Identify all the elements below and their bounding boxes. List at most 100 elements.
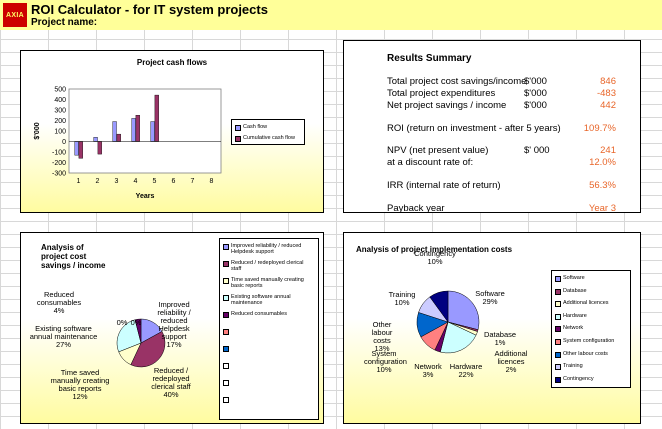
pie-slice-label: Reduced consumables 4% — [29, 291, 89, 315]
legend-item-cumulative: Cumulative cash flow — [235, 135, 295, 142]
legend-item: Existing software annual maintenance — [223, 294, 315, 306]
pie-slice-label: Software 29% — [470, 290, 510, 306]
bar — [116, 133, 121, 142]
legend-swatch — [223, 329, 229, 335]
legend-label: Hardware — [563, 312, 587, 319]
x-tick-label: 7 — [191, 178, 195, 185]
legend-label: Software — [563, 275, 585, 281]
summary-value: 846 — [600, 76, 616, 87]
summary-label: Payback year — [387, 203, 445, 214]
legend-swatch — [555, 301, 561, 308]
y-tick-label: 500 — [54, 87, 66, 94]
results-summary-panel[interactable]: Results Summary Total project cost savin… — [343, 40, 641, 214]
slice-name: Reduced / redeployed clerical staff — [151, 366, 191, 391]
slice-name: Reduced consumables — [36, 290, 82, 307]
summary-label: IRR (internal rate of return) — [387, 180, 501, 191]
legend-label: Network — [563, 325, 584, 332]
pie-slice — [134, 318, 142, 344]
y-tick-label: 100 — [54, 129, 66, 136]
legend-label: Existing software annual maintenance — [231, 294, 291, 306]
legend-item: Additional licences — [555, 300, 627, 308]
x-tick-label: 3 — [115, 178, 119, 185]
bar — [97, 141, 102, 155]
slice-percent: 4% — [53, 306, 65, 315]
pie-slice-label: System configuration 10% — [364, 349, 407, 374]
slice-name: Network — [414, 362, 442, 371]
implementation-costs-chart-panel[interactable]: Analysis of project implementation costs… — [343, 232, 641, 424]
summary-label: Total project cost savings/income — [387, 76, 527, 87]
summary-label: NPV (net present value) — [387, 145, 489, 156]
summary-label: Net project savings / income — [387, 100, 507, 111]
slice-percent: 1% — [494, 338, 506, 347]
pie-slice-label: Reduced / redeployed clerical staff 40% — [141, 367, 201, 399]
slice-name: Additional licences — [494, 349, 528, 366]
slice-name: System configuration — [364, 349, 407, 366]
results-summary-title: Results Summary — [387, 53, 472, 64]
cost-savings-chart-panel[interactable]: Analysis of project cost savings / incom… — [20, 232, 324, 424]
bar — [135, 115, 140, 142]
summary-unit: $'000 — [524, 100, 547, 111]
legend-item: Other labour costs — [555, 351, 627, 358]
bar — [93, 137, 98, 142]
x-tick-label: 2 — [96, 178, 100, 185]
slice-name: Other labour costs — [371, 320, 393, 345]
bar — [78, 141, 83, 159]
pie-slice — [130, 331, 166, 368]
cashflow-legend: Cash flow Cumulative cash flow — [231, 119, 305, 145]
summary-unit: $'000 — [524, 76, 547, 87]
legend-item — [223, 379, 315, 386]
y-tick-label: 400 — [54, 97, 66, 104]
summary-unit: $' 000 — [524, 145, 550, 156]
summary-value: -483 — [596, 88, 616, 99]
pie-slice-label: Additional licences 2% — [491, 350, 531, 374]
bar — [150, 121, 155, 142]
cost-savings-legend: Improved reliability / reduced Helpdesk … — [219, 238, 319, 420]
legend-item: Reduced consumables — [223, 311, 315, 318]
page-title: ROI Calculator - for IT system projects — [31, 2, 268, 17]
legend-item: Time saved manually creating basic repor… — [223, 277, 315, 289]
legend-item: Network — [555, 325, 627, 333]
y-tick-label: -200 — [52, 160, 66, 167]
legend-label: Reduced / redeployed clerical staff — [231, 260, 304, 272]
legend-item: System configuration — [555, 338, 627, 345]
slice-percent: 27% — [55, 340, 71, 349]
pie-slice-label: Training 10% — [382, 291, 422, 307]
axia-logo: AXIA — [3, 3, 27, 27]
slice-percent: 29% — [482, 297, 498, 306]
legend-swatch — [555, 326, 561, 333]
x-tick-label: 4 — [134, 178, 138, 185]
pie-slice-label: Time saved manually creating basic repor… — [45, 369, 115, 401]
slice-percent: 12% — [72, 392, 88, 401]
plot-area — [68, 88, 222, 174]
legend-swatch — [223, 244, 229, 250]
project-name-label[interactable]: Project name: — [31, 17, 98, 28]
pie-slice — [447, 290, 480, 331]
summary-value: Year 3 — [588, 203, 616, 214]
summary-label: Total project expenditures — [387, 88, 496, 99]
pie-slice — [116, 319, 142, 353]
slice-name: Time saved manually creating basic repor… — [50, 368, 110, 393]
summary-unit: $'000 — [524, 88, 547, 99]
y-tick-label: 200 — [54, 118, 66, 125]
slice-name: Improved reliability / reduced Helpdesk … — [157, 300, 191, 341]
legend-item: Improved reliability / reduced Helpdesk … — [223, 243, 315, 255]
legend-swatch — [223, 278, 229, 284]
pie-slice — [439, 321, 477, 354]
cashflow-bar-chart: 500 400 300 200 100 0 -100 -200 -300 1 2 3 4 5 6 7 8 Year… — [34, 87, 222, 200]
summary-label: at a discount rate of: — [387, 157, 474, 168]
cashflow-chart-panel[interactable]: Project cash flows 500 400 300 200 100 0 -100 -… — [20, 50, 324, 213]
legend-label: Database — [563, 287, 587, 294]
legend-label: Cumulative cash flow — [243, 135, 295, 141]
y-tick-label: 0 — [62, 139, 66, 146]
slice-percent: 3% — [422, 370, 434, 379]
pie-slice — [429, 290, 449, 323]
bar — [154, 94, 159, 142]
slice-percent: 2% — [505, 365, 517, 374]
legend-label: Time saved manually creating basic repor… — [231, 277, 304, 289]
summary-label: ROI (return on investment - after 5 year… — [387, 123, 561, 134]
legend-swatch — [555, 339, 561, 345]
legend-item: Database — [555, 288, 627, 295]
summary-value: 241 — [600, 145, 616, 156]
legend-label: Improved reliability / reduced Helpdesk … — [231, 243, 302, 255]
legend-swatch — [555, 376, 561, 383]
